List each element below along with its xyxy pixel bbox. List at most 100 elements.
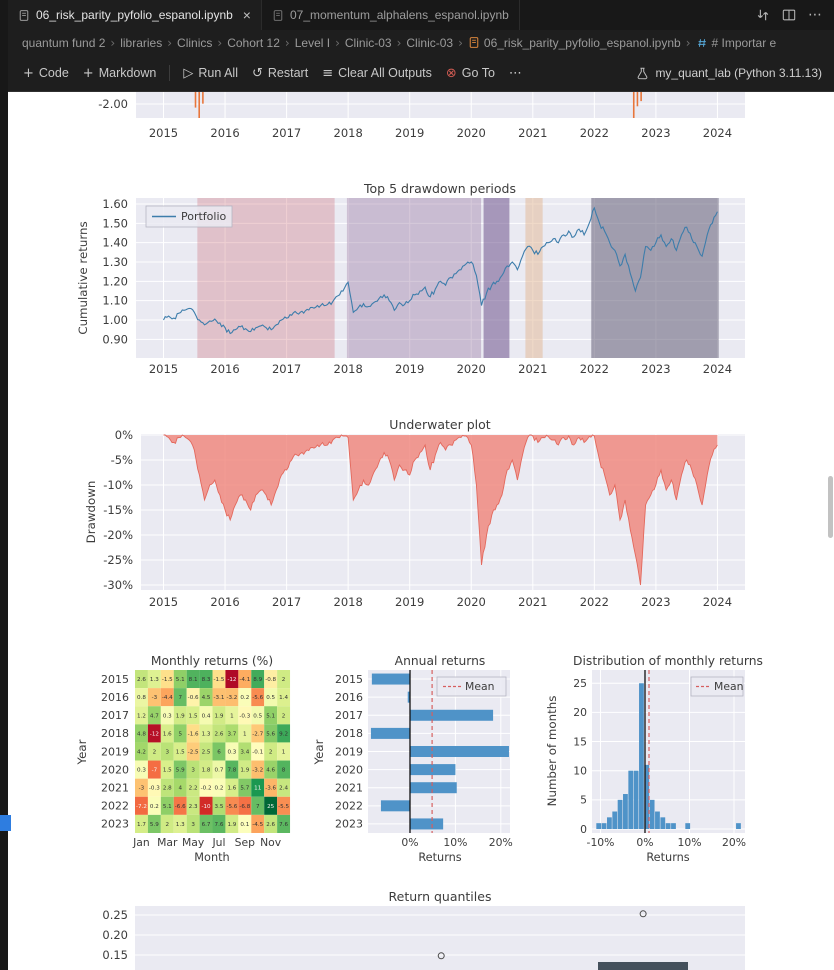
breadcrumb-item[interactable]: Clinic-03 xyxy=(345,36,392,50)
heatmap-cell-value: 3.5 xyxy=(215,804,224,810)
toolbar-button-label: Run All xyxy=(198,66,238,80)
split-cells-icon[interactable] xyxy=(756,8,770,22)
heatmap-cell xyxy=(186,706,200,725)
y-tick-label: 2015 xyxy=(335,673,363,686)
heatmap-cell xyxy=(186,814,200,833)
heatmap-cell xyxy=(238,760,252,779)
heatmap-cell xyxy=(186,742,200,761)
heatmap-cell xyxy=(147,724,161,743)
heatmap-cell xyxy=(264,742,278,761)
annual-return-bar xyxy=(410,818,444,830)
breadcrumb-item[interactable]: 06_risk_parity_pyfolio_espanol.ipynb xyxy=(468,36,681,50)
heatmap-cell-value: -3.2 xyxy=(226,695,237,701)
notebook-icon xyxy=(18,9,30,22)
chart-title: Top 5 drawdown periods xyxy=(363,181,516,196)
heatmap-cell-value: 2 xyxy=(282,713,286,719)
x-tick-label: 2015 xyxy=(149,362,178,376)
breadcrumb-item[interactable]: quantum fund 2 xyxy=(22,36,105,50)
heatmap-cell-value: 3.7 xyxy=(227,731,236,737)
heatmap-cell xyxy=(277,796,291,815)
heatmap-cell-value: 2 xyxy=(269,749,273,755)
clear-all-outputs-button[interactable]: ≡ Clear All Outputs xyxy=(315,62,439,85)
legend-box xyxy=(690,676,744,697)
heatmap-cell-value: 2 xyxy=(166,822,170,828)
heatmap-cell-value: 1 xyxy=(243,731,247,737)
heatmap-cell-value: 5.9 xyxy=(176,768,185,774)
x-tick-label: 0% xyxy=(636,836,653,849)
heatmap-cell xyxy=(147,742,161,761)
drawdown-periods-chart: Top 5 drawdown periods 1.60 1.50 1.40 1.30 1.… xyxy=(76,181,745,376)
breadcrumb-item[interactable]: Clinic-03 xyxy=(406,36,453,50)
heatmap-cell xyxy=(160,688,174,707)
heatmap-cell-value: -4.5 xyxy=(252,822,263,828)
heatmap-cell xyxy=(212,760,226,779)
y-tick-label: 2020 xyxy=(101,763,129,776)
heatmap-cell xyxy=(251,724,265,743)
annual-return-bar xyxy=(371,673,410,685)
heatmap-cell-value: -5.6 xyxy=(252,695,263,701)
heatmap-cell-value: 0.5 xyxy=(253,713,262,719)
x-tick-label: 2022 xyxy=(580,362,609,376)
x-tick-label: Jan xyxy=(132,836,150,849)
scrollbar-thumb[interactable] xyxy=(828,476,833,538)
breadcrumb-separator: › xyxy=(458,35,463,50)
heatmap-cell-value: 1.9 xyxy=(176,713,185,719)
heatmap-cell-value: -1.5 xyxy=(214,677,225,683)
breadcrumb-item[interactable]: Cohort 12 xyxy=(227,36,280,50)
split-editor-icon[interactable] xyxy=(782,8,796,22)
heatmap-cell xyxy=(251,742,265,761)
heatmap-cell-value: 1 xyxy=(282,749,286,755)
notebook-toolbar: + Code + Markdown ▷ Run All ↺ Restart ≡ Clear All… xyxy=(8,55,834,92)
heatmap-cell-value: 0.7 xyxy=(215,768,224,774)
heatmap-cell xyxy=(160,724,174,743)
tab-risk-parity-notebook[interactable]: 06_risk_parity_pyfolio_espanol.ipynb × xyxy=(8,0,262,30)
plot-background xyxy=(136,92,745,118)
breadcrumb-item[interactable]: Clinics xyxy=(177,36,212,50)
tab-momentum-notebook[interactable]: 07_momentum_alphalens_espanol.ipynb xyxy=(262,0,520,30)
breadcrumb-item[interactable]: # Importar e xyxy=(696,36,776,50)
y-tick-label: 2015 xyxy=(101,673,129,686)
go-to-button[interactable]: ⊗ Go To xyxy=(439,62,502,85)
heatmap-cell-value: 4.5 xyxy=(202,695,211,701)
heatmap-cell-value: 5.1 xyxy=(266,713,275,719)
x-tick-label: 2019 xyxy=(395,362,424,376)
notification-badge[interactable] xyxy=(0,815,11,831)
heatmap-cell xyxy=(173,688,187,707)
heatmap-cell xyxy=(277,706,291,725)
annual-return-bar xyxy=(380,800,410,812)
y-tick-label: 0.20 xyxy=(102,928,128,942)
heatmap-cell xyxy=(147,778,161,797)
x-tick-label: 2017 xyxy=(272,126,301,140)
x-tick-label: 2019 xyxy=(395,595,424,609)
heatmap-cell-value: -3.6 xyxy=(265,786,276,792)
toolbar-buttons: + Code + Markdown ▷ Run All ↺ Restart ≡ Clear All… xyxy=(16,62,529,85)
close-icon[interactable]: × xyxy=(242,7,251,23)
restart-kernel-button[interactable]: ↺ Restart xyxy=(245,62,315,85)
heatmap-cell-value: -0.6 xyxy=(188,695,199,701)
y-tick-label: -30% xyxy=(103,578,133,592)
heatmap-cell-value: 2 xyxy=(153,749,157,755)
heatmap-cell-value: 0.2 xyxy=(150,804,159,810)
histogram-bar xyxy=(665,823,671,829)
annual-return-bar xyxy=(407,691,410,703)
heatmap-cell-value: 5.7 xyxy=(240,786,249,792)
breadcrumb-separator: › xyxy=(685,35,691,50)
heatmap-cell-value: 4.2 xyxy=(137,749,146,755)
heatmap-cell xyxy=(135,760,148,779)
breadcrumb-item[interactable]: Level I xyxy=(295,36,330,50)
heatmap-cell-value: 4 xyxy=(178,786,182,792)
kernel-picker[interactable]: my_quant_lab (Python 3.11.13) xyxy=(636,66,826,80)
heatmap-cell xyxy=(277,688,291,707)
add-markdown-cell-button[interactable]: + Markdown xyxy=(76,62,164,85)
plus-icon: + xyxy=(23,65,34,81)
heatmap-cell xyxy=(238,742,252,761)
y-tick-label: 15 xyxy=(573,735,587,748)
breadcrumb-label: 06_risk_parity_pyfolio_espanol.ipynb xyxy=(483,35,681,50)
breadcrumb-label: Clinic-03 xyxy=(406,35,454,50)
run-all-button[interactable]: ▷ Run All xyxy=(176,62,245,85)
add-code-cell-button[interactable]: + Code xyxy=(16,62,76,85)
more-actions-icon[interactable]: ⋯ xyxy=(808,7,822,23)
breadcrumb-item[interactable]: libraries xyxy=(120,36,162,50)
histogram-bar xyxy=(736,823,741,829)
toolbar-more-button[interactable]: ⋯ xyxy=(502,62,529,85)
